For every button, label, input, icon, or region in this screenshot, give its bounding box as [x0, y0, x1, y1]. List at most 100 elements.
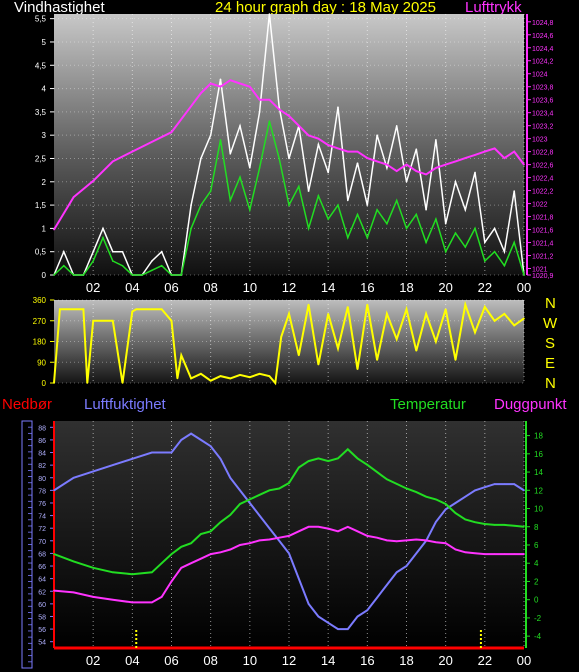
series-temperatur: [53, 447, 525, 576]
point-duggpunkt: [346, 525, 349, 528]
point-temperatur: [92, 566, 94, 569]
point-temperatur: [395, 483, 398, 485]
point-luftfuktighet: [307, 603, 310, 605]
point-vindhastighet: [219, 139, 222, 141]
point-vindhastighet: [425, 241, 427, 244]
y-tick-label: 80: [38, 476, 46, 483]
point-wind-direction: [160, 308, 163, 311]
y-tick-label: 5: [42, 38, 47, 47]
x-tick-label: 22: [478, 280, 492, 295]
point-wind-direction: [53, 382, 55, 384]
point-temperatur: [464, 518, 467, 521]
point-vindhastighet: [454, 232, 457, 234]
point-vindkast: [474, 171, 476, 174]
point-vindkast: [288, 157, 290, 160]
point-temperatur: [200, 533, 202, 535]
point-vindkast: [268, 13, 271, 15]
point-lufttrykk: [435, 167, 437, 169]
point-lufttrykk: [170, 131, 173, 133]
point-luftfuktighet: [337, 628, 339, 630]
point-duggpunkt: [180, 566, 183, 569]
point-lufttrykk: [239, 82, 241, 85]
temperature-tick-label: 2: [534, 577, 539, 586]
point-vindkast: [327, 171, 329, 174]
temperature-tick-label: -2: [534, 614, 542, 623]
pressure-tick-label: 1021,6: [532, 228, 554, 235]
pressure-tick-label: 1021,2: [532, 254, 554, 261]
point-vindhastighet: [405, 227, 408, 230]
pressure-tick-label: 1024,2: [532, 59, 554, 66]
point-duggpunkt: [386, 539, 388, 542]
point-luftfuktighet: [444, 508, 447, 511]
y-tick-label: 3,5: [35, 108, 47, 117]
x-tick-label: 20: [438, 653, 452, 668]
point-luftfuktighet: [180, 439, 183, 441]
point-wind-direction: [288, 313, 290, 315]
temperature-tick-label: 18: [534, 432, 543, 441]
point-luftfuktighet: [464, 495, 467, 498]
point-lufttrykk: [376, 160, 378, 163]
point-vindkast: [444, 222, 447, 225]
y-tick-label: 0,5: [35, 248, 47, 257]
point-vindhastighet: [121, 264, 124, 267]
point-luftfuktighet: [513, 483, 516, 485]
series-duggpunkt: [53, 525, 524, 604]
point-temperatur: [53, 553, 55, 555]
temperature-tick-label: 12: [534, 486, 543, 495]
point-vindhastighet: [366, 236, 369, 239]
x-tick-label: 16: [360, 653, 374, 668]
point-luftfuktighet: [249, 502, 251, 504]
point-wind-direction: [376, 359, 378, 361]
point-lufttrykk: [386, 163, 388, 166]
point-vindhastighet: [386, 222, 388, 225]
point-vindhastighet: [317, 194, 320, 197]
point-lufttrykk: [151, 141, 153, 143]
x-tick-label: 04: [125, 280, 139, 295]
point-wind-direction: [425, 313, 427, 315]
y-tick-label: 54: [38, 640, 46, 647]
point-wind-direction: [366, 303, 369, 306]
point-luftfuktighet: [376, 596, 378, 599]
temperature-tick-label: 4: [534, 559, 539, 568]
point-wind-direction: [209, 379, 212, 382]
x-tick-label: 22: [478, 653, 492, 668]
x-tick-label: 10: [243, 653, 257, 668]
point-lufttrykk: [346, 150, 349, 153]
point-duggpunkt: [474, 552, 476, 554]
point-temperatur: [346, 448, 349, 451]
point-duggpunkt: [454, 548, 457, 551]
point-vindkast: [435, 139, 437, 141]
point-temperatur: [268, 489, 271, 492]
point-wind-direction: [131, 310, 134, 313]
point-luftfuktighet: [346, 628, 349, 630]
point-lufttrykk: [53, 228, 55, 231]
point-lufttrykk: [111, 160, 114, 163]
y-tick-label: 86: [38, 438, 46, 445]
point-temperatur: [72, 560, 75, 563]
point-vindhastighet: [395, 199, 398, 202]
point-duggpunkt: [72, 591, 75, 594]
point-vindhastighet: [229, 199, 232, 202]
point-duggpunkt: [435, 541, 437, 544]
point-temperatur: [474, 521, 476, 523]
pressure-tick-label: 1022,8: [532, 150, 554, 157]
point-duggpunkt: [484, 553, 486, 555]
point-temperatur: [151, 571, 153, 574]
x-tick-label: 14: [321, 653, 335, 668]
point-wind-direction: [307, 303, 310, 306]
point-vindhastighet: [337, 204, 339, 206]
point-luftfuktighet: [190, 432, 192, 435]
point-vindkast: [160, 250, 163, 253]
point-vindkast: [190, 204, 192, 206]
point-luftfuktighet: [131, 458, 134, 460]
point-lufttrykk: [317, 137, 320, 140]
y-tick-label: 84: [38, 451, 46, 458]
point-wind-direction: [484, 306, 486, 308]
y-tick-label: 58: [38, 614, 46, 621]
point-vindkast: [415, 148, 418, 150]
point-lufttrykk: [288, 115, 290, 117]
point-vindhastighet: [278, 157, 281, 160]
point-vindkast: [493, 227, 496, 230]
point-lufttrykk: [474, 154, 476, 156]
pressure-tick-label: 1021,4: [532, 241, 554, 248]
